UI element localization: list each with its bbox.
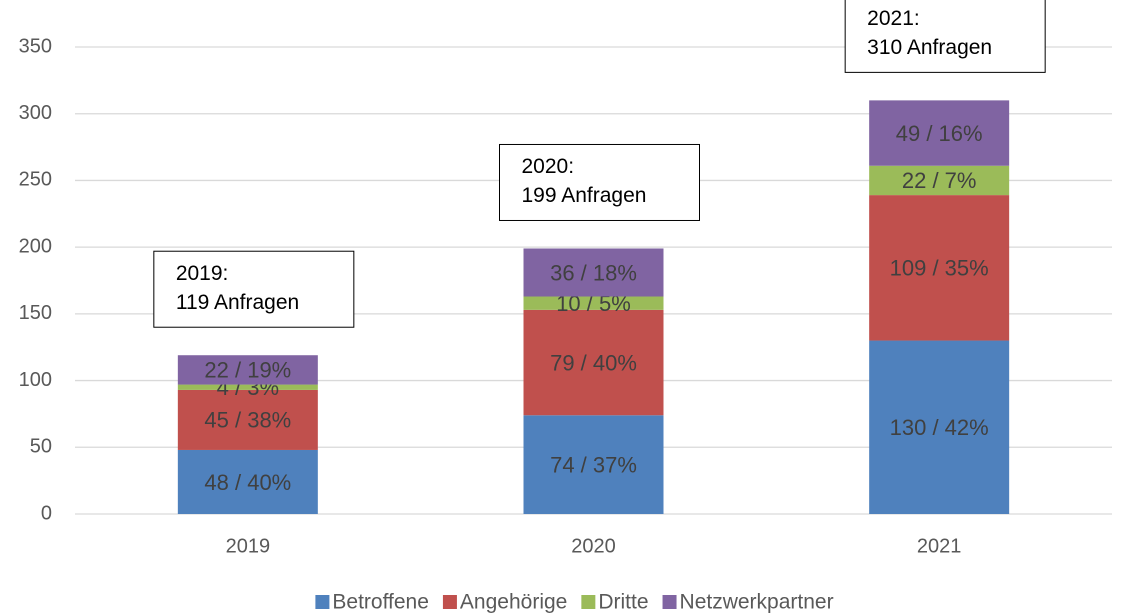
bar-segment [523,296,664,310]
x-tick-label: 2019 [226,535,271,557]
bar-segment [177,384,318,390]
y-tick-label: 100 [19,369,52,391]
value-label: 45 / 38% [204,408,291,433]
bar-segment [177,449,318,514]
bar-segment [523,248,664,297]
y-tick-label: 50 [30,436,52,458]
annotation-text: 310 Anfragen [867,36,992,59]
x-tick-label: 2021 [917,535,962,557]
value-label: 74 / 37% [550,452,637,477]
y-tick-label: 300 [19,102,52,124]
y-tick-label: 250 [19,169,52,191]
y-tick-label: 350 [19,35,52,57]
value-label: 36 / 18% [550,260,637,285]
legend-swatch [662,595,677,609]
legend-swatch [581,595,596,609]
legend-label: Angehörige [460,591,567,614]
bar-segment [177,355,318,385]
legend-label: Betroffene [332,591,429,614]
legend-swatch [315,595,330,609]
annotation-box [499,143,700,221]
annotation-text: 2019: [176,262,229,285]
value-label: 22 / 7% [902,168,977,193]
bar-segment [177,389,318,450]
bar-segment [869,340,1010,514]
value-label: 130 / 42% [890,415,989,440]
value-label: 109 / 35% [890,256,989,281]
bar-segment [869,195,1010,341]
annotation-text: 119 Anfragen [176,291,299,314]
annotation-box [844,0,1046,73]
annotation-text: 199 Anfragen [522,184,647,207]
value-label: 79 / 40% [550,350,637,375]
value-label: 49 / 16% [896,121,983,146]
legend-label: Dritte [598,591,648,614]
value-label: 22 / 19% [204,358,291,383]
annotation-box [153,250,355,328]
value-label: 48 / 40% [204,470,291,495]
bar-segment [523,309,664,416]
annotation-text: 2020: [522,155,575,178]
y-tick-label: 200 [19,235,52,257]
legend-label: Netzwerkpartner [680,591,834,614]
y-tick-label: 150 [19,302,52,324]
annotation-text: 2021: [867,7,920,30]
bar-segment [869,100,1010,166]
bar-segment [869,165,1010,196]
legend-swatch [442,595,457,609]
y-tick-label: 0 [41,502,52,524]
x-tick-label: 2020 [571,535,616,557]
bar-segment [523,415,664,514]
